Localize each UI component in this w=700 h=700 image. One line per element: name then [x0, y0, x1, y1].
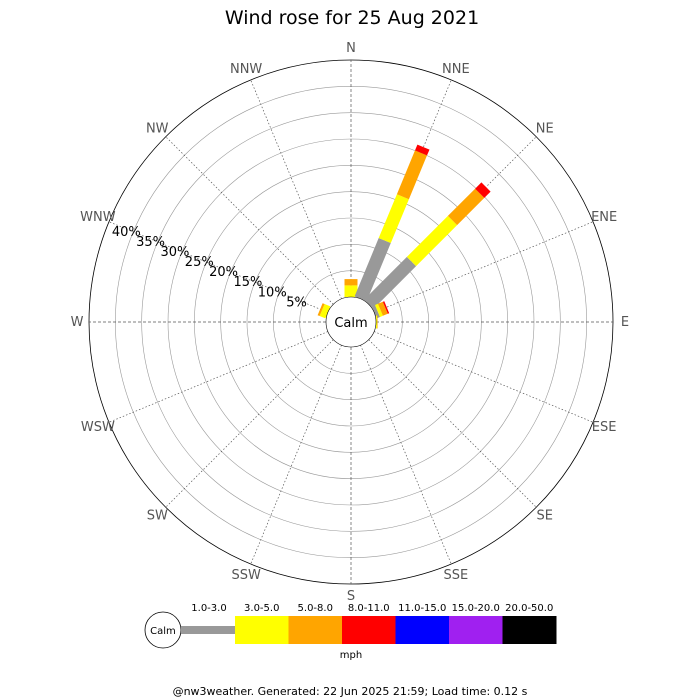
ring-35	[141, 112, 561, 532]
bars-layer	[317, 144, 491, 329]
spoke-ene	[373, 221, 594, 313]
spoke-wsw	[108, 331, 329, 423]
bar-e-bin-1	[376, 315, 378, 329]
chart-title: Wind rose for 25 Aug 2021	[225, 7, 479, 29]
ring-label-5: 5%	[286, 295, 307, 310]
direction-label-nne: NNE	[442, 62, 470, 77]
direction-label-e: E	[621, 315, 629, 330]
spoke-se	[368, 339, 537, 508]
direction-label-sse: SSE	[443, 568, 468, 583]
ring-label-40: 40%	[112, 225, 141, 240]
direction-label-se: SE	[537, 509, 553, 524]
bar-wnw-bin-2	[317, 303, 325, 316]
ring-labels: 5%10%15%20%25%30%35%40%	[112, 225, 307, 311]
direction-label-n: N	[346, 41, 356, 56]
ring-label-30: 30%	[160, 245, 189, 260]
ring-label-35: 35%	[136, 235, 165, 250]
legend-swatch-2	[288, 616, 343, 644]
bar-ene-bin-3	[382, 301, 390, 314]
spoke-ssw	[250, 344, 342, 565]
direction-label-wsw: WSW	[81, 420, 115, 435]
ring-label-20: 20%	[209, 265, 238, 280]
spoke-sw	[165, 339, 334, 508]
bar-e-bin-2	[377, 315, 378, 329]
bar-ne-bin-1	[406, 215, 458, 267]
direction-label-ssw: SSW	[231, 568, 261, 583]
spoke-wnw	[108, 221, 329, 313]
bar-ene-bin-1	[375, 303, 383, 317]
bar-nne-bin-0	[354, 238, 391, 302]
bar-ne-bin-3	[475, 182, 491, 198]
direction-label-ese: ESE	[592, 420, 617, 435]
footer-text: @nw3weather. Generated: 22 Jun 2025 21:5…	[173, 685, 528, 698]
direction-label-nnw: NNW	[230, 62, 262, 77]
legend-label-3: 8.0-11.0	[348, 603, 390, 614]
legend-label-6: 20.0-50.0	[505, 603, 553, 614]
legend-swatch-3	[342, 616, 396, 644]
legend-label-5: 15.0-20.0	[452, 603, 500, 614]
legend-swatch-5	[449, 616, 503, 644]
legend-bar-1-0-3-0	[181, 626, 235, 634]
direction-labels: N NNE NE ENE E ESE SE SSE S SSW SW WSW W WNW NW NNW	[71, 41, 630, 604]
bar-wnw-bin-1	[319, 304, 331, 319]
direction-label-nw: NW	[146, 121, 169, 136]
direction-label-s: S	[347, 589, 355, 604]
legend-swatch-4	[395, 616, 450, 644]
bar-ne-bin-2	[447, 188, 485, 226]
spoke-ese	[373, 331, 594, 423]
speed-legend: Calm 1.0-3.0 3.0-5.0 5.0-8.0 8.0-11.0 11.0-1…	[144, 603, 557, 649]
bar-ene-bin-0	[371, 305, 380, 319]
direction-label-ene: ENE	[591, 210, 617, 225]
ring-label-25: 25%	[185, 255, 214, 270]
spoke-nw	[165, 136, 334, 305]
direction-label-sw: SW	[147, 509, 168, 524]
bar-nne-bin-1	[378, 194, 409, 243]
calm-label: Calm	[334, 316, 367, 331]
legend-swatch-6	[502, 616, 557, 644]
calm-circle	[325, 296, 377, 348]
ring-15	[246, 217, 456, 427]
direction-label-wnw: WNW	[80, 210, 116, 225]
ring-label-15: 15%	[233, 275, 262, 290]
direction-label-w: W	[71, 315, 84, 330]
bar-nne-bin-2	[396, 150, 427, 200]
legend-label-4: 11.0-15.0	[398, 603, 446, 614]
bar-ene-bin-2	[377, 301, 388, 316]
legend-unit-label: mph	[340, 650, 362, 661]
spoke-nnw	[250, 79, 342, 300]
legend-label-0: 1.0-3.0	[191, 603, 226, 614]
direction-label-ne: NE	[536, 121, 554, 136]
bar-n-bin-1	[344, 285, 358, 297]
legend-label-2: 5.0-8.0	[298, 603, 333, 614]
bar-nne-bin-3	[415, 144, 430, 156]
legend-swatch-1	[235, 616, 289, 644]
legend-label-1: 3.0-5.0	[244, 603, 279, 614]
spoke-sse	[360, 344, 452, 565]
bar-ne-bin-0	[364, 256, 417, 309]
legend-calm-label: Calm	[150, 626, 176, 637]
ring-label-10: 10%	[258, 285, 287, 300]
bar-n-bin-2	[344, 279, 358, 286]
